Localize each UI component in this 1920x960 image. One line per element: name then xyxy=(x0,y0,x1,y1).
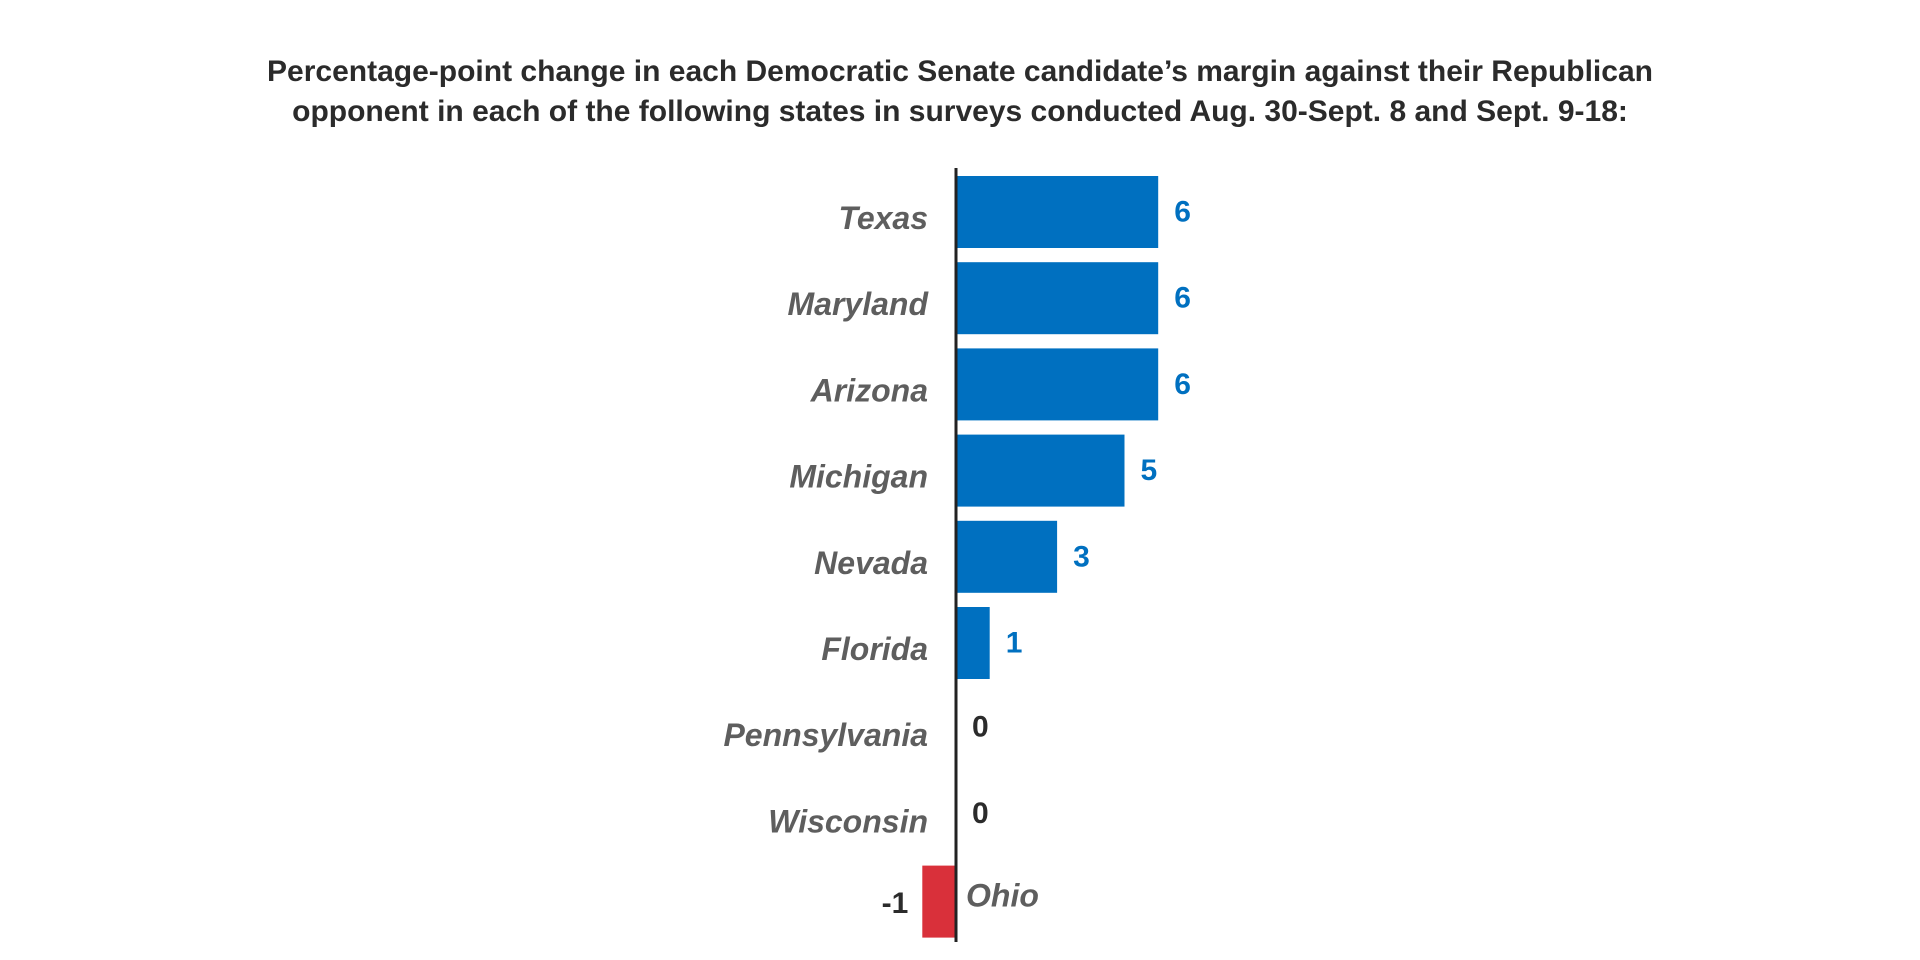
labels-group: Texas 6 Maryland 6 Arizona 6 Michigan 5 Nevada 3 F… xyxy=(723,196,1190,921)
bar-nevada xyxy=(956,520,1058,593)
chart-title-line-2: opponent in each of the following states… xyxy=(292,95,1628,128)
category-label-maryland: Maryland xyxy=(788,286,930,322)
bar-florida xyxy=(956,607,990,679)
value-label-arizona: 6 xyxy=(1174,368,1191,401)
value-label-pennsylvania: 0 xyxy=(972,711,989,744)
value-label-florida: 1 xyxy=(1006,627,1023,660)
bars-group xyxy=(922,176,1159,938)
value-label-texas: 6 xyxy=(1174,196,1191,229)
category-label-ohio: Ohio xyxy=(966,878,1039,914)
value-label-michigan: 5 xyxy=(1141,454,1158,487)
bar-maryland xyxy=(956,262,1159,335)
category-label-wisconsin: Wisconsin xyxy=(768,803,928,839)
category-label-nevada: Nevada xyxy=(814,545,928,581)
value-label-wisconsin: 0 xyxy=(972,797,989,830)
value-label-ohio: -1 xyxy=(882,887,909,920)
bar-texas xyxy=(956,176,1159,248)
category-label-arizona: Arizona xyxy=(810,372,928,408)
bar-michigan xyxy=(956,434,1125,507)
chart-title-line-1: Percentage-point change in each Democrat… xyxy=(267,55,1653,88)
chart-title: Percentage-point change in each Democrat… xyxy=(160,52,1760,132)
value-label-maryland: 6 xyxy=(1174,282,1191,315)
category-label-florida: Florida xyxy=(821,631,928,667)
category-label-pennsylvania: Pennsylvania xyxy=(723,717,928,753)
category-label-michigan: Michigan xyxy=(789,459,928,495)
value-label-nevada: 3 xyxy=(1073,540,1090,573)
category-label-texas: Texas xyxy=(838,200,928,236)
bar-arizona xyxy=(956,348,1159,421)
bar-ohio xyxy=(922,865,956,938)
